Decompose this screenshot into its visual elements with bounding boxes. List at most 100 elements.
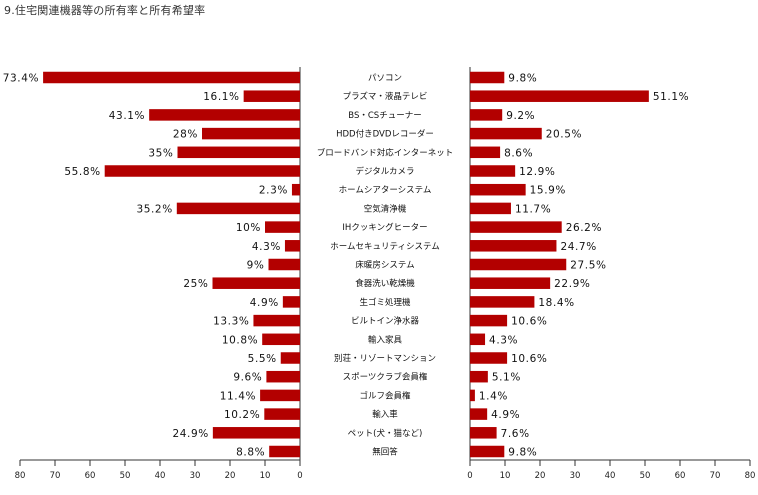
wanted-value-label: 8.6% bbox=[504, 147, 533, 159]
owned-value-label: 35% bbox=[148, 147, 173, 159]
left-tick-label: 40 bbox=[155, 471, 166, 481]
left-tick-label: 60 bbox=[85, 471, 96, 481]
wanted-bar bbox=[470, 165, 516, 177]
owned-bar bbox=[264, 408, 300, 420]
wanted-value-label: 15.9% bbox=[530, 185, 566, 197]
wanted-bar bbox=[470, 389, 475, 402]
category-label: 輸入車 bbox=[372, 409, 398, 420]
wanted-bar bbox=[470, 71, 505, 84]
owned-bar bbox=[243, 90, 300, 102]
category-label: 生ゴミ処理機 bbox=[359, 297, 411, 308]
owned-value-label: 10.2% bbox=[224, 409, 260, 421]
owned-bar bbox=[149, 109, 300, 121]
wanted-value-label: 18.4% bbox=[538, 297, 574, 309]
wanted-bar bbox=[470, 258, 567, 271]
owned-value-label: 24.9% bbox=[172, 428, 208, 440]
category-label: デジタルカメラ bbox=[355, 166, 414, 177]
category-label: BS・CSチューナー bbox=[348, 111, 421, 121]
wanted-value-label: 22.9% bbox=[554, 278, 590, 290]
wanted-value-label: 4.9% bbox=[491, 409, 520, 421]
wanted-value-label: 24.7% bbox=[560, 241, 596, 253]
left-tick-label: 0 bbox=[297, 471, 302, 481]
owned-value-label: 35.2% bbox=[136, 203, 172, 215]
wanted-bar bbox=[470, 408, 488, 420]
category-label: ゴルフ会員権 bbox=[359, 390, 411, 401]
wanted-value-label: 9.2% bbox=[506, 110, 535, 122]
owned-bar bbox=[104, 165, 300, 177]
wanted-value-label: 10.6% bbox=[511, 353, 547, 365]
owned-bar bbox=[176, 202, 300, 215]
owned-bar bbox=[280, 352, 300, 364]
left-tick-label: 70 bbox=[50, 471, 61, 481]
wanted-value-label: 12.9% bbox=[519, 166, 555, 178]
owned-value-label: 11.4% bbox=[220, 390, 256, 402]
wanted-value-label: 5.1% bbox=[492, 372, 521, 384]
owned-value-label: 16.1% bbox=[203, 91, 239, 103]
left-tick-label: 50 bbox=[120, 471, 131, 481]
owned-value-label: 8.8% bbox=[236, 447, 265, 459]
owned-value-label: 9% bbox=[247, 260, 265, 272]
right-tick-label: 70 bbox=[710, 471, 721, 481]
wanted-bar bbox=[470, 314, 508, 327]
left-tick-label: 20 bbox=[225, 471, 236, 481]
owned-bar bbox=[212, 427, 300, 439]
wanted-value-label: 7.6% bbox=[501, 428, 530, 440]
owned-bar bbox=[202, 127, 300, 140]
wanted-bar bbox=[470, 221, 562, 233]
owned-value-label: 28% bbox=[173, 129, 198, 141]
owned-bar bbox=[253, 314, 300, 327]
wanted-value-label: 9.8% bbox=[508, 447, 537, 459]
category-label: パソコン bbox=[368, 74, 402, 84]
category-label: 床暖房システム bbox=[355, 260, 414, 271]
wanted-bar bbox=[470, 183, 526, 196]
wanted-value-label: 4.3% bbox=[489, 334, 518, 346]
category-label: ブロードバンド対応インターネット bbox=[317, 147, 453, 158]
right-tick-label: 50 bbox=[640, 471, 651, 481]
category-label: ホームセキュリティシステム bbox=[330, 242, 439, 252]
owned-value-label: 4.3% bbox=[252, 241, 281, 253]
wanted-bar bbox=[470, 277, 551, 289]
wanted-bar bbox=[470, 296, 535, 308]
right-tick-label: 40 bbox=[605, 471, 616, 481]
category-label: 空気清浄機 bbox=[364, 203, 407, 214]
category-label: HDD付きDVDレコーダー bbox=[336, 129, 434, 140]
owned-value-label: 2.3% bbox=[259, 185, 288, 197]
owned-bar bbox=[265, 221, 300, 233]
wanted-bar bbox=[470, 146, 501, 159]
category-label: プラズマ・液晶テレビ bbox=[343, 91, 428, 102]
chart-title: 9.住宅関連機器等の所有率と所有希望率 bbox=[4, 4, 206, 17]
left-tick-label: 10 bbox=[260, 471, 271, 481]
wanted-value-label: 9.8% bbox=[508, 73, 537, 85]
category-label: ペット(犬・猫など) bbox=[348, 428, 423, 439]
category-label: スポーツクラブ会員権 bbox=[343, 372, 428, 383]
owned-bar bbox=[282, 296, 300, 308]
left-tick-label: 80 bbox=[15, 471, 26, 481]
owned-bar bbox=[43, 71, 300, 84]
left-tick-label: 30 bbox=[190, 471, 201, 481]
category-label: ビルトイン浄水器 bbox=[351, 316, 420, 327]
owned-bar bbox=[284, 240, 300, 252]
wanted-value-label: 11.7% bbox=[515, 203, 551, 215]
wanted-bar bbox=[470, 427, 497, 439]
wanted-bar bbox=[470, 240, 557, 252]
owned-bar bbox=[266, 370, 300, 383]
wanted-value-label: 27.5% bbox=[570, 260, 606, 272]
wanted-bar bbox=[470, 370, 488, 383]
owned-bar bbox=[212, 277, 300, 289]
wanted-bar bbox=[470, 90, 649, 102]
owned-bar bbox=[268, 258, 300, 271]
wanted-bar bbox=[470, 333, 486, 346]
wanted-value-label: 10.6% bbox=[511, 316, 547, 328]
right-tick-label: 80 bbox=[745, 471, 756, 481]
owned-value-label: 10% bbox=[236, 222, 261, 234]
wanted-bar bbox=[470, 202, 511, 215]
owned-value-label: 4.9% bbox=[250, 297, 279, 309]
category-label: 無回答 bbox=[372, 447, 398, 458]
right-tick-label: 10 bbox=[500, 471, 511, 481]
category-label: 別荘・リゾートマンション bbox=[334, 353, 436, 364]
owned-value-label: 73.4% bbox=[3, 73, 39, 85]
owned-bar bbox=[262, 333, 300, 346]
wanted-bar bbox=[470, 109, 503, 121]
owned-bar bbox=[269, 445, 300, 458]
